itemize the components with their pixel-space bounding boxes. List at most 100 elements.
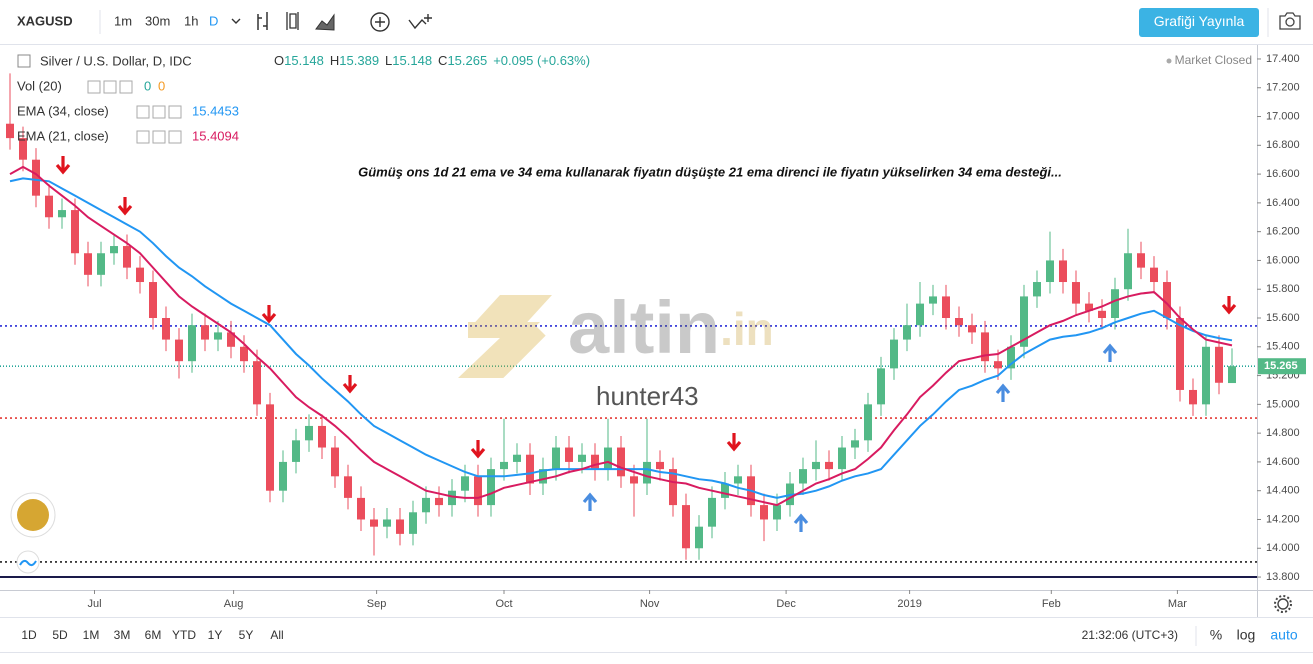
candle-body [162, 318, 170, 340]
indicator-name[interactable]: EMA (34, close) [17, 103, 109, 118]
candle-body [1059, 260, 1067, 283]
candle-body [1111, 289, 1119, 319]
candle-body [1228, 366, 1236, 384]
candle-body [396, 519, 404, 534]
indicators-icon[interactable] [370, 12, 390, 32]
y-tick-label: 14.800 [1266, 427, 1300, 439]
log-toggle[interactable]: log [1237, 627, 1256, 643]
y-tick-label: 14.400 [1266, 485, 1300, 497]
candle-body [500, 461, 508, 470]
y-tick-label: 17.400 [1266, 53, 1300, 65]
candle-body [1007, 346, 1015, 369]
interval[interactable]: 1m [114, 13, 132, 28]
h-value: 15.389 [339, 53, 379, 68]
range-button[interactable]: 3M [114, 628, 131, 642]
x-tick-label: Nov [640, 598, 660, 610]
indicator-value: 0 [144, 78, 151, 93]
candle-body [58, 210, 66, 218]
candle-body [461, 476, 469, 491]
candle-body [149, 282, 157, 319]
y-tick-label: 13.800 [1266, 571, 1300, 583]
auto-toggle[interactable]: auto [1270, 627, 1297, 643]
candle-body [188, 325, 196, 362]
snapshot-icon[interactable] [1279, 12, 1301, 30]
publish-button[interactable] [1139, 8, 1259, 37]
candle-body [136, 267, 144, 283]
indicator-value: 15.4094 [192, 128, 239, 143]
watermark-text: altin.in [568, 286, 774, 369]
compare-icon[interactable] [408, 14, 432, 30]
candle-body [292, 440, 300, 462]
range-button[interactable]: 5D [52, 628, 68, 642]
market-status: Market Closed [1175, 53, 1252, 67]
candle-body [1150, 267, 1158, 283]
range-button[interactable]: YTD [172, 628, 196, 642]
h-label: H [330, 53, 339, 68]
candle-body [994, 361, 1002, 369]
candle-body [1189, 389, 1197, 405]
plot-area [0, 73, 1257, 579]
ema-line [9, 165, 1233, 507]
last-price-label: 15.265 [1264, 360, 1298, 372]
interval-active[interactable]: D [209, 13, 218, 28]
candle-body [955, 318, 963, 326]
range-button[interactable]: 6M [145, 628, 162, 642]
candle-body [97, 253, 105, 275]
candles-icon[interactable] [286, 12, 299, 30]
settings-icon[interactable] [1274, 595, 1292, 613]
range-button[interactable]: 1M [83, 628, 100, 642]
candle-body [981, 332, 989, 362]
indicator-name[interactable]: EMA (21, close) [17, 128, 109, 143]
range-button[interactable]: 1Y [208, 628, 223, 642]
watermark-tld: .in [720, 303, 774, 355]
ema-line [9, 177, 1233, 499]
x-tick-label: Feb [1042, 598, 1061, 610]
candle-body [84, 253, 92, 275]
range-button[interactable]: 5Y [239, 628, 254, 642]
legend-buttons[interactable] [87, 80, 182, 144]
watermark-main: altin [568, 286, 720, 369]
candle-body [539, 469, 547, 484]
candle-body [630, 476, 638, 484]
annotation: Gümüş ons 1d 21 ema ve 34 ema kullanarak… [358, 164, 1062, 179]
x-tick-label: Mar [1168, 598, 1187, 610]
collapse-icon[interactable] [17, 54, 31, 68]
candle-body [799, 469, 807, 484]
candle-body [942, 296, 950, 319]
x-tick-label: Dec [776, 598, 796, 610]
candle-body [591, 454, 599, 470]
interval[interactable]: 1h [184, 13, 198, 28]
dropdown-icon[interactable] [231, 18, 241, 24]
candle-body [32, 159, 40, 196]
interval[interactable]: 30m [145, 13, 170, 28]
candle-body [877, 368, 885, 405]
candle-body [71, 210, 79, 254]
y-tick-label: 17.000 [1266, 110, 1300, 122]
range-button[interactable]: 1D [21, 628, 37, 642]
publish-label[interactable]: Grafiği Yayınla [1154, 13, 1245, 29]
percent-toggle[interactable]: % [1210, 627, 1222, 643]
candle-body [344, 476, 352, 498]
indicator-name[interactable]: Vol (20) [17, 78, 62, 93]
range-button[interactable]: All [270, 628, 283, 642]
y-tick-label: 15.000 [1266, 398, 1300, 410]
candle-body [526, 454, 534, 484]
symbol[interactable]: XAGUSD [17, 13, 73, 28]
candle-body [669, 469, 677, 506]
candle-body [435, 497, 443, 506]
candle-body [110, 246, 118, 254]
o-value: 15.148 [284, 53, 324, 68]
candle-body [175, 339, 183, 362]
candle-body [1020, 296, 1028, 347]
y-tick-label: 15.600 [1266, 312, 1300, 324]
candle-body [1033, 282, 1041, 297]
x-tick-label: Jul [87, 598, 101, 610]
y-tick-label: 14.000 [1266, 542, 1300, 554]
candle-body [487, 469, 495, 506]
candle-body [6, 123, 14, 139]
bars-icon[interactable] [257, 12, 268, 30]
candle-body [318, 425, 326, 448]
area-icon[interactable] [315, 13, 335, 31]
